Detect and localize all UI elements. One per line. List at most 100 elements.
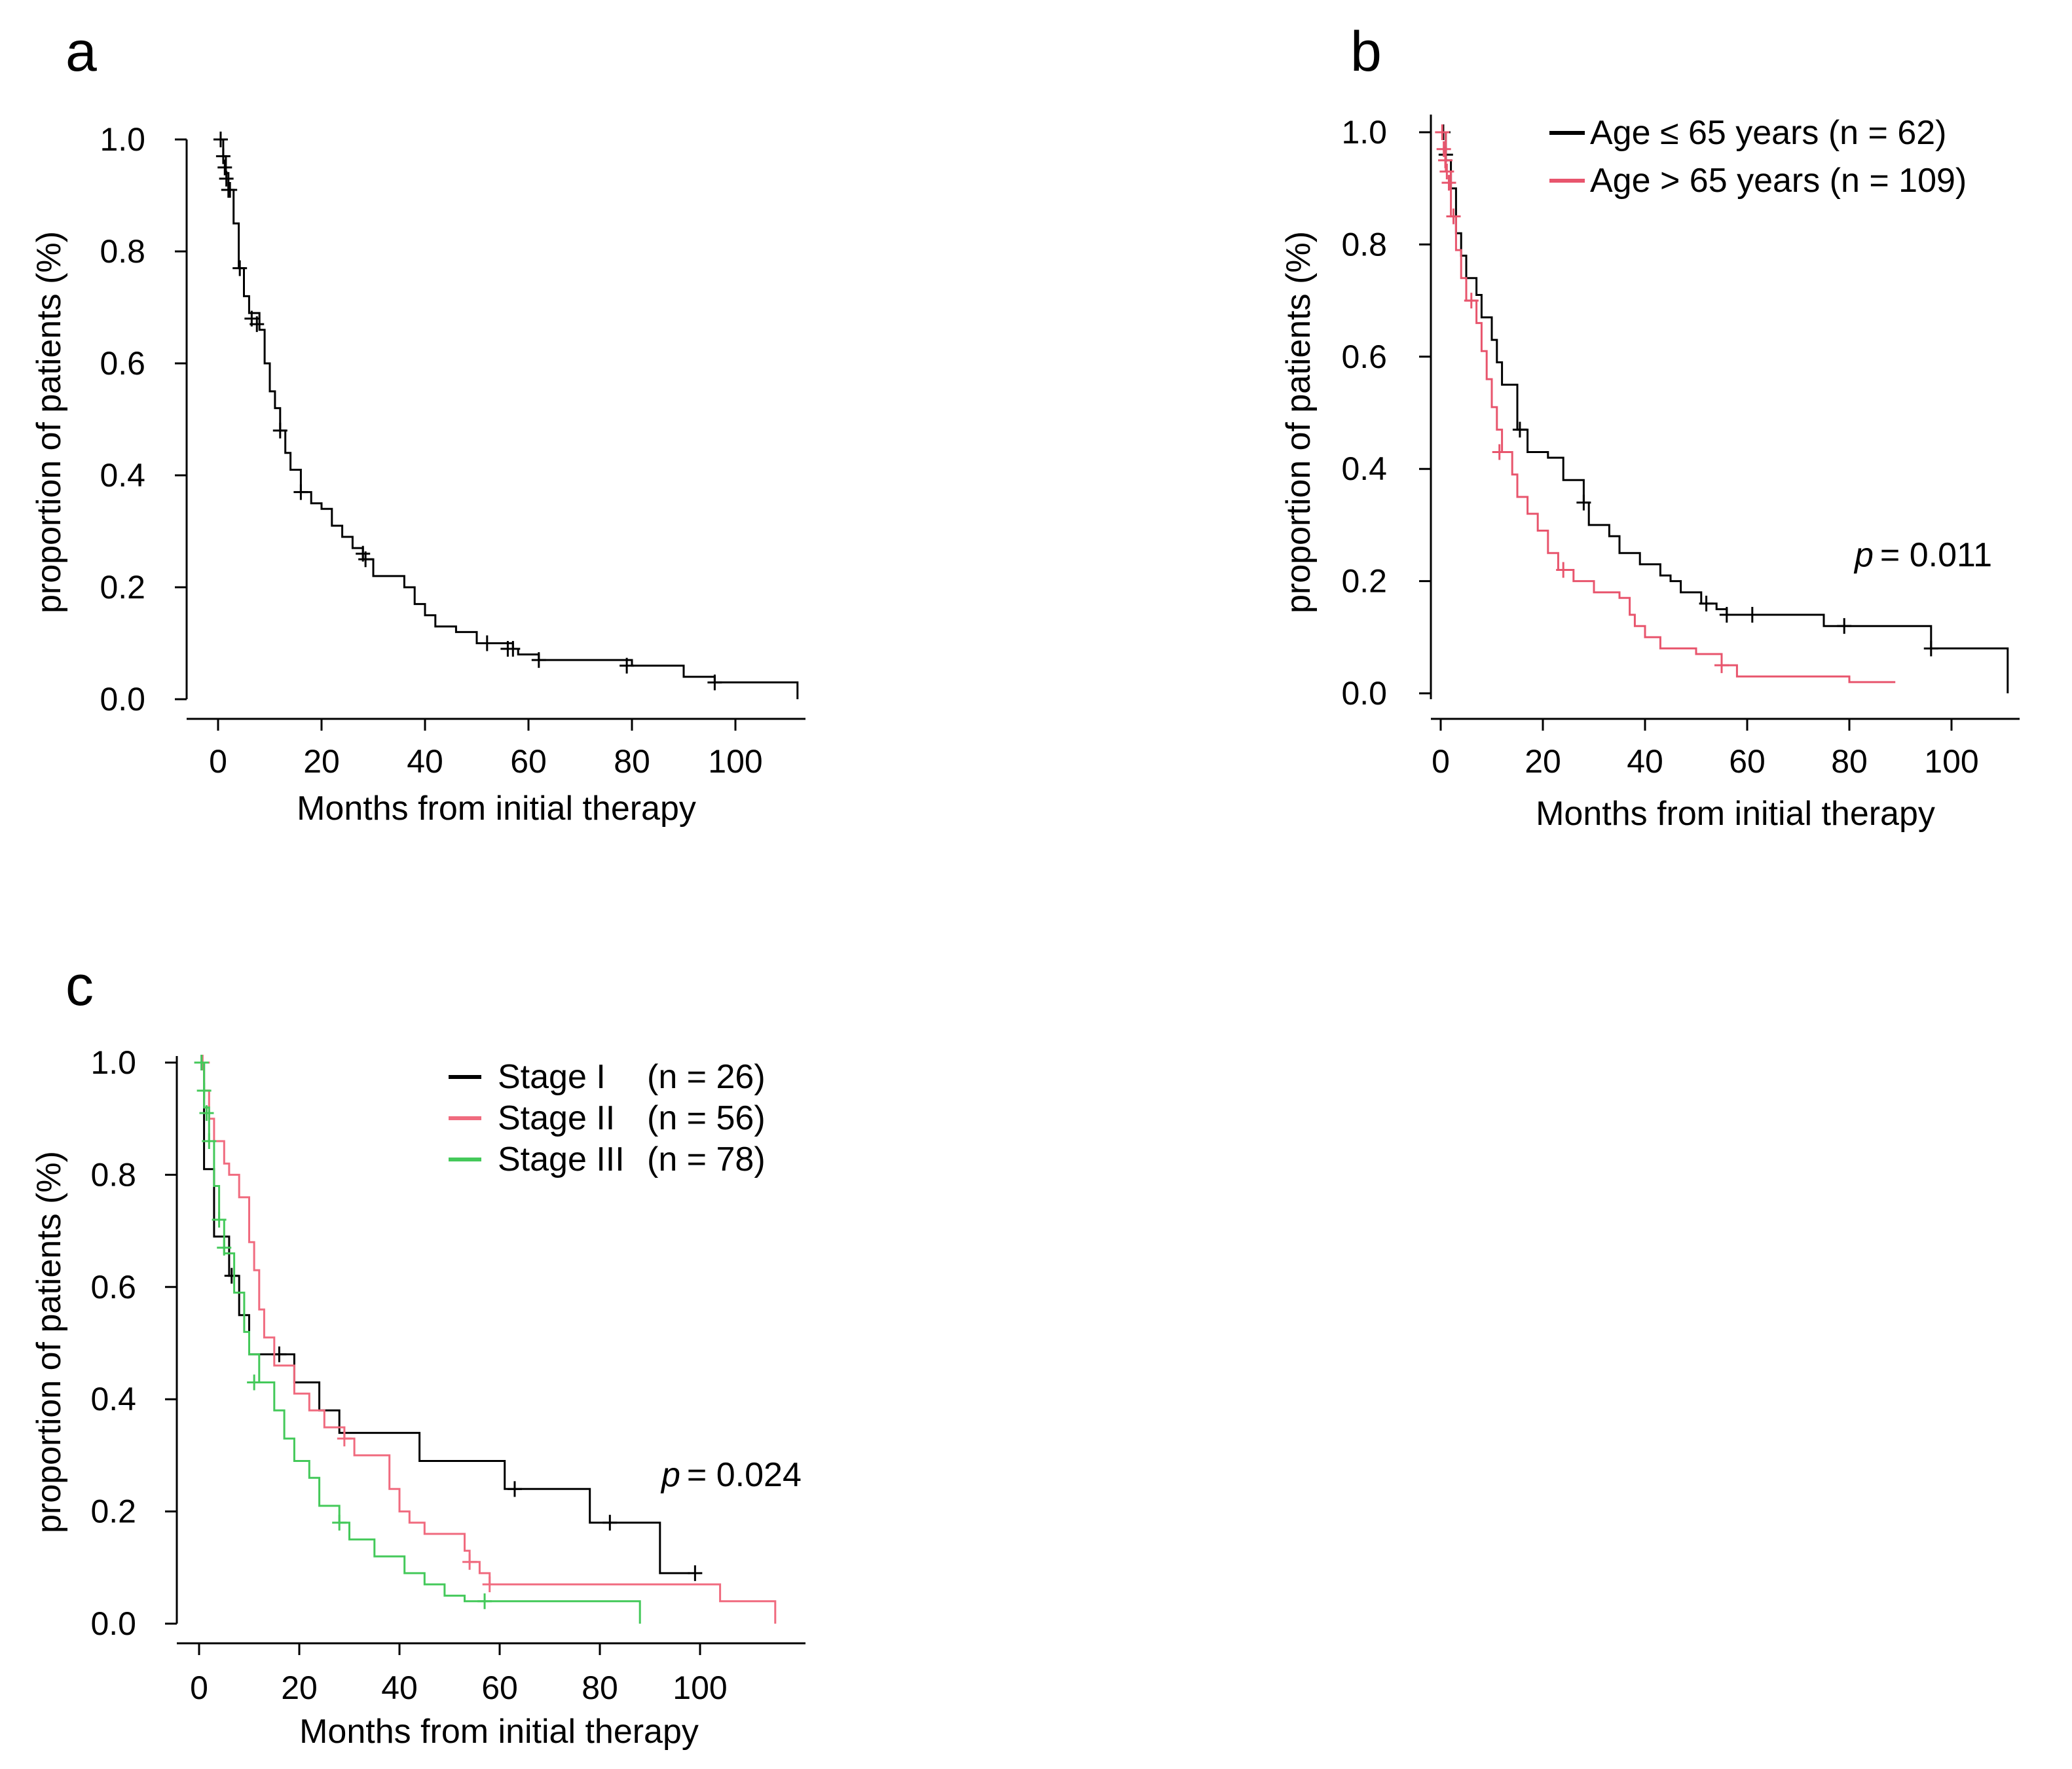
y-tick-label: 1.0 <box>1341 114 1387 151</box>
censor-mark <box>217 1239 232 1256</box>
censor-mark <box>479 635 494 651</box>
panel-letter-b: b <box>1350 20 1382 83</box>
x-tick-label: 40 <box>1627 743 1663 780</box>
censor-mark <box>213 132 228 147</box>
y-tick-label: 0.0 <box>100 681 145 718</box>
legend: Stage I (n = 26) Stage II (n = 56) Stage… <box>449 1058 766 1178</box>
y-axis-title: proportion of patients (%) <box>30 231 68 613</box>
censor-mark <box>337 1431 352 1447</box>
legend-label-stage-iii: Stage III <box>498 1140 625 1178</box>
x-tick-label: 80 <box>614 743 650 780</box>
y-axis-title: proportion of patients (%) <box>1280 231 1318 613</box>
censor-mark <box>1439 163 1454 179</box>
censor-mark <box>194 1055 209 1070</box>
censor-mark <box>1719 607 1734 623</box>
censor-mark <box>217 159 232 175</box>
panel-c: c 0 20 40 60 80 100 0.0 0.2 0.4 0.6 0.8 1.0 proport… <box>30 955 805 1751</box>
censor-mark <box>477 1593 492 1609</box>
p-symbol: p <box>1853 536 1874 574</box>
censor-mark <box>1576 494 1591 511</box>
censor-mark <box>196 1082 212 1099</box>
censor-mark <box>482 1577 497 1593</box>
y-tick-label: 0.0 <box>90 1605 136 1642</box>
censor-mark <box>215 148 231 164</box>
y-tick-label: 0.4 <box>1341 450 1387 487</box>
censor-mark <box>531 652 546 668</box>
legend: Age ≤ 65 years (n = 62) Age > 65 years (… <box>1549 114 1967 200</box>
censor-mark <box>332 1514 347 1531</box>
x-tick-label: 60 <box>481 1669 518 1706</box>
y-tick-label: 0.8 <box>1341 226 1387 263</box>
survival-curve-age-65-years-n-109 <box>1441 131 1896 684</box>
censor-mark <box>1446 208 1461 225</box>
x-tick-label: 60 <box>1729 743 1766 780</box>
censor-mark <box>506 641 521 657</box>
y-axis-title: proportion of patients (%) <box>30 1151 68 1533</box>
y-tick-label: 0.8 <box>100 233 145 270</box>
x-tick-label: 20 <box>1525 743 1561 780</box>
censor-mark <box>358 551 373 568</box>
p-symbol: p <box>660 1456 680 1494</box>
survival-curves <box>213 132 799 699</box>
y-tick-label: 0.8 <box>90 1156 136 1193</box>
panel-letter-c: c <box>65 955 94 1017</box>
panel-letter-a: a <box>65 20 97 83</box>
axis-ticks: 0 20 40 60 80 100 0.0 0.2 0.4 0.6 0.8 1.0 <box>90 1044 727 1706</box>
censor-mark <box>620 657 635 674</box>
censor-mark <box>199 1105 214 1122</box>
censor-mark <box>1923 640 1938 657</box>
y-tick-label: 1.0 <box>90 1044 136 1081</box>
x-tick-label: 0 <box>190 1669 208 1706</box>
y-tick-label: 0.2 <box>1341 563 1387 600</box>
y-tick-label: 0.6 <box>90 1269 136 1305</box>
x-axis-title: Months from initial therapy <box>297 790 696 828</box>
x-tick-label: 100 <box>708 743 762 780</box>
legend-label-age-gt-65: Age > 65 years (n = 109) <box>1590 162 1967 200</box>
x-tick-label: 40 <box>407 743 443 780</box>
survival-curves <box>194 1055 777 1624</box>
x-tick-label: 60 <box>510 743 547 780</box>
censor-mark <box>1438 152 1453 168</box>
axis-ticks: 0 20 40 60 80 100 0.0 0.2 0.4 0.6 0.8 1.0 <box>100 121 762 780</box>
p-value-annotation: p = 0.011 <box>1853 536 1992 574</box>
axis-ticks: 0 20 40 60 80 100 0.0 0.2 0.4 0.6 0.8 1.0 <box>1341 114 1978 780</box>
x-tick-label: 0 <box>209 743 227 780</box>
survival-curve-stage-iii <box>199 1061 641 1624</box>
p-value-annotation: p = 0.024 <box>660 1456 802 1494</box>
x-axis-title: Months from initial therapy <box>1536 795 1935 833</box>
censor-mark <box>602 1514 618 1531</box>
y-tick-label: 0.0 <box>1341 675 1387 712</box>
x-tick-label: 100 <box>673 1669 727 1706</box>
legend-n-stage-iii: (n = 78) <box>647 1140 766 1178</box>
y-tick-label: 0.6 <box>100 345 145 382</box>
censor-mark <box>293 484 308 500</box>
legend-label-stage-i: Stage I <box>498 1058 606 1096</box>
censor-mark <box>219 170 234 187</box>
censor-mark <box>1435 124 1450 140</box>
x-tick-label: 40 <box>381 1669 418 1706</box>
censor-mark <box>250 316 265 333</box>
censor-mark <box>462 1554 477 1570</box>
legend-n-stage-i: (n = 26) <box>647 1058 766 1096</box>
p-value: = 0.024 <box>687 1456 802 1494</box>
censor-mark <box>1492 444 1507 460</box>
survival-curves <box>1435 124 2009 693</box>
censor-mark <box>224 1267 239 1284</box>
p-value: = 0.011 <box>1880 536 1992 574</box>
survival-curve-stage-i <box>199 1061 690 1575</box>
survival-curve-age-65-years-n-62 <box>1441 131 2009 693</box>
censor-mark <box>202 1133 217 1149</box>
y-tick-label: 0.2 <box>90 1493 136 1530</box>
censor-mark <box>223 181 238 198</box>
censor-mark <box>247 1374 262 1391</box>
legend-label-stage-ii: Stage II <box>498 1099 615 1137</box>
censor-mark <box>1714 657 1729 674</box>
censor-mark <box>1512 422 1527 438</box>
panel-a: a 0 20 40 60 80 100 0.0 0.2 0.4 0.6 0.8 1.0 proport… <box>30 20 805 828</box>
censor-mark <box>1464 293 1479 309</box>
censor-mark <box>212 1211 227 1228</box>
censor-mark <box>507 1481 522 1497</box>
censor-mark <box>688 1565 703 1581</box>
censor-mark <box>1441 175 1456 191</box>
